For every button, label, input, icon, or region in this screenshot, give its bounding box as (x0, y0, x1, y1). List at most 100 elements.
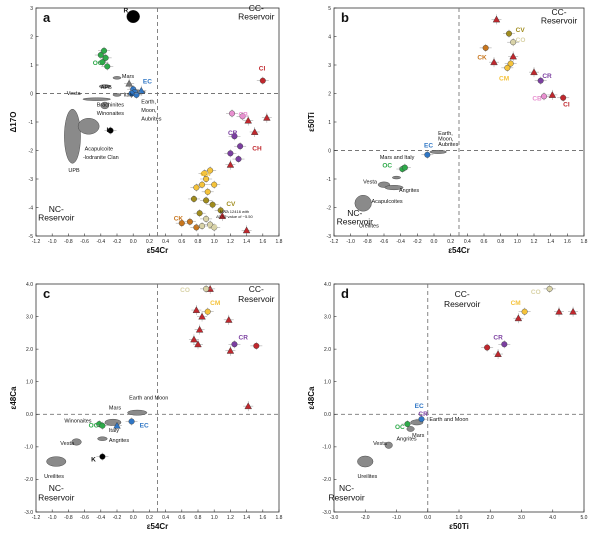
group-field (97, 436, 108, 441)
group-label: EC (140, 422, 149, 429)
data-point (102, 54, 109, 61)
x-tick-label: 0.6 (178, 515, 185, 521)
data-point (99, 453, 106, 460)
triangle-point (226, 160, 235, 168)
triangle-point (490, 58, 498, 66)
x-tick-label: -0.2 (113, 239, 122, 245)
y-tick-label: -1 (29, 120, 34, 126)
data-point (207, 167, 214, 174)
reservoir-label: NC- (49, 483, 64, 493)
data-point (104, 63, 111, 70)
data-point (537, 77, 544, 84)
data-point (401, 164, 408, 171)
group-label: Ureilites (357, 474, 377, 480)
group-label: CO (516, 37, 526, 44)
data-point (227, 150, 234, 157)
y-tick-label: 1.0 (26, 380, 33, 386)
group-label: EC (143, 79, 152, 86)
group-label: Aubrites (141, 117, 161, 123)
group-label: Mars and Italy (380, 155, 415, 161)
x-tick-label: -0.6 (80, 239, 89, 245)
group-label: Vesta (67, 91, 82, 97)
panel-d: -3.0 -2.0 -1.0 0.0 1.0 2.0 3.0 4.0 5.0 -3.0 -2.0 -1… (307, 282, 588, 531)
reservoir-label: CC- (455, 289, 470, 299)
x-tick-label: 1.0 (211, 515, 218, 521)
y-tick-label: 2 (328, 91, 331, 97)
group-label: Ureilites (44, 474, 64, 480)
group-label: Mars (412, 433, 424, 439)
x-tick-label: 1.0 (456, 515, 463, 521)
triangle-point (530, 68, 538, 76)
group-label: CR (493, 334, 503, 341)
x-tick-label: -0.4 (96, 515, 105, 521)
group-label: UPB (68, 168, 80, 174)
group-field (104, 418, 122, 426)
data-point (482, 44, 489, 51)
group-label: Acapulcoites (372, 199, 403, 205)
data-point (501, 341, 508, 348)
y-tick-label: 3.0 (26, 314, 33, 320)
data-point (211, 181, 218, 188)
group-label: Mars (122, 74, 134, 80)
data-point (99, 422, 106, 429)
data-point (107, 127, 114, 134)
x-tick-label: 1.6 (564, 239, 571, 245)
reservoir-label: CC- (551, 7, 566, 17)
group-label: CH (252, 146, 262, 153)
x-tick-label: 1.8 (276, 239, 283, 245)
triangle-point (190, 335, 198, 343)
x-tick-label: 1.0 (514, 239, 521, 245)
group-label: CO (531, 289, 541, 296)
group-label: OC (382, 163, 392, 170)
x-axis-label: ε54Cr (448, 246, 470, 255)
annotation-note: NWA 12416 with (220, 209, 249, 214)
y-tick-label: 1 (328, 120, 331, 126)
data-point (203, 197, 210, 204)
y-tick-label: -3.0 (322, 510, 331, 516)
group-field (71, 438, 82, 446)
data-point (506, 30, 513, 37)
group-label: CR (542, 73, 552, 80)
group-field (384, 185, 404, 191)
reservoir-label: Reservoir (38, 493, 75, 503)
triangle-point (250, 128, 259, 135)
group-label: CR (418, 411, 428, 418)
x-tick-label: 1.4 (547, 239, 554, 245)
triangle-point (226, 346, 235, 354)
data-point (196, 210, 203, 217)
y-tick-label: 0 (30, 91, 33, 97)
data-point (235, 156, 242, 163)
data-point (193, 184, 200, 191)
y-axis-label: ε50Ti (307, 112, 316, 132)
x-tick-label: -0.8 (64, 239, 73, 245)
data-point (510, 39, 517, 46)
y-tick-label: 2.0 (324, 347, 331, 353)
y-tick-label: 1.0 (324, 380, 331, 386)
reservoir-label: Reservoir (238, 294, 275, 304)
reservoir-label: NC- (339, 483, 354, 493)
y-tick-label: -5 (29, 234, 34, 240)
group-label: OC (93, 60, 103, 67)
y-axis-label: Δ17O (9, 112, 18, 133)
annotation-note: Δ17O value of −5.50 (216, 214, 253, 219)
x-tick-label: 1.2 (227, 515, 234, 521)
group-label: CV (516, 27, 526, 34)
x-tick-label: 0.4 (464, 239, 471, 245)
group-label: CK (477, 54, 487, 61)
data-point (560, 94, 567, 101)
y-tick-label: -4 (29, 205, 34, 211)
group-label: CM (200, 171, 210, 178)
x-tick-label: -1.0 (48, 239, 57, 245)
reservoir-label: Reservoir (337, 217, 374, 227)
reservoir-label: Reservoir (38, 212, 75, 222)
x-axis-label: ε54Cr (147, 246, 169, 255)
group-label: EC (415, 403, 424, 410)
x-tick-label: 0.4 (162, 515, 169, 521)
triangle-point (509, 52, 517, 60)
x-tick-label: -1.2 (330, 239, 339, 245)
y-tick-label: 3.0 (324, 314, 331, 320)
data-point (203, 175, 210, 182)
group-field (354, 195, 372, 212)
x-tick-label: -1.2 (32, 515, 41, 521)
